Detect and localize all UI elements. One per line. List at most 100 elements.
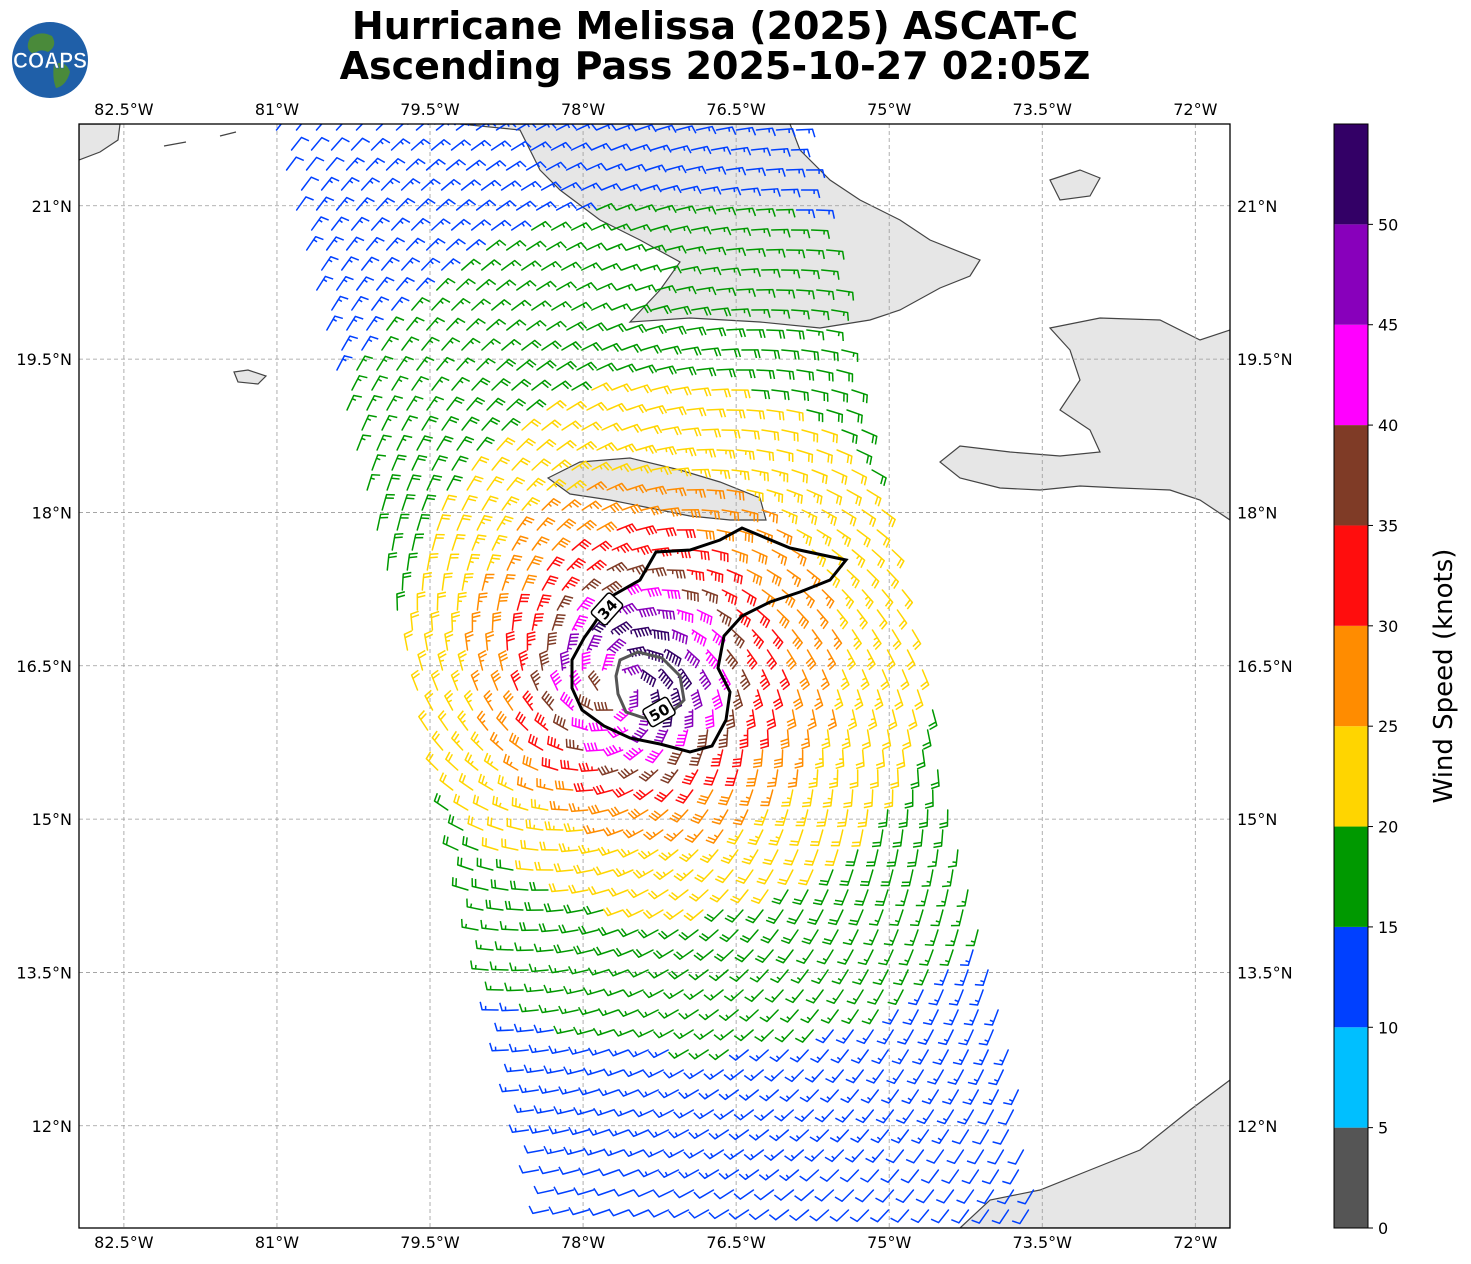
wind-barb-half-feather (414, 319, 419, 324)
wind-barb-feather (427, 494, 437, 497)
wind-barb-half-feather (408, 339, 414, 343)
wind-barb (686, 326, 707, 336)
wind-barb-feather (801, 805, 811, 808)
wind-barb-feather (590, 282, 598, 290)
wind-barb (601, 422, 623, 432)
wind-barb-staff (576, 441, 592, 451)
wind-barb (445, 238, 466, 251)
wind-barb-feather (620, 243, 628, 252)
wind-barb-feather (368, 414, 377, 418)
wind-barb (476, 357, 496, 371)
wind-barb-staff (460, 179, 475, 191)
wind-barb (451, 455, 469, 471)
wind-barb-staff (806, 409, 824, 415)
wind-barb (545, 241, 567, 251)
wind-barb-staff (496, 279, 511, 291)
wind-barb (366, 316, 384, 331)
wind-barb-staff (751, 389, 769, 392)
wind-barb-half-feather (961, 900, 966, 904)
wind-barb-feather (772, 452, 775, 462)
wind-barb-half-feather (398, 378, 403, 383)
wind-barb (561, 420, 582, 431)
wind-barb-feather (625, 143, 632, 152)
wind-barb-half-feather (556, 243, 561, 248)
wind-barb-feather (405, 356, 414, 361)
wind-barb (466, 397, 486, 411)
wind-barb (430, 139, 451, 151)
wind-barb (621, 343, 643, 353)
wind-barb-half-feather (521, 663, 526, 666)
wind-barb (645, 164, 667, 173)
wind-barb (650, 144, 672, 153)
wind-barb-feather (747, 308, 752, 318)
wind-barb-feather (505, 361, 514, 367)
wind-barb-staff (691, 468, 709, 471)
wind-barb-staff (315, 124, 323, 131)
wind-barb-feather (628, 445, 635, 453)
wind-barb-feather (727, 470, 731, 480)
logo-text: COAPS (13, 48, 87, 73)
wind-barb-feather (556, 402, 564, 409)
wind-barb-feather (668, 447, 674, 456)
wind-barb-half-feather (402, 438, 407, 442)
wind-barb-staff (275, 124, 283, 131)
wind-barb (505, 240, 527, 251)
wind-barb-half-feather (847, 291, 850, 296)
wind-barb-staff (505, 240, 521, 251)
wind-barb-feather (767, 390, 771, 400)
wind-barb-staff (486, 397, 499, 411)
wind-barb (461, 258, 482, 271)
wind-barb-feather (575, 261, 582, 270)
wind-barb (461, 337, 481, 351)
wind-barb-staff (516, 438, 530, 451)
wind-barb-half-feather (713, 187, 716, 192)
wind-barb-staff (660, 184, 678, 191)
wind-barb-staff (381, 336, 392, 351)
wind-barb-half-feather (723, 147, 726, 152)
wind-barb-half-feather (440, 221, 445, 225)
wind-barb-staff (476, 436, 488, 451)
wind-barb-staff (755, 127, 774, 131)
wind-barb-half-feather (738, 168, 741, 173)
wind-barb-half-feather (491, 182, 495, 187)
wind-barb-feather (488, 279, 497, 286)
wind-barb-half-feather (693, 267, 696, 272)
wind-barb (800, 189, 821, 199)
wind-barb (731, 469, 750, 481)
wind-barb (815, 209, 836, 219)
wind-barb-staff (561, 420, 577, 431)
wind-barb-feather (706, 146, 712, 155)
wind-barb (460, 179, 482, 191)
wind-barb-half-feather (561, 223, 566, 228)
wind-barb-feather (658, 406, 664, 415)
wind-barb-staff (775, 208, 794, 211)
wind-barb-staff (561, 261, 577, 271)
wind-barb-staff (435, 198, 450, 211)
wind-barb-feather (406, 497, 415, 500)
wind-barb (670, 145, 692, 154)
wind-barb-staff (520, 180, 537, 191)
wind-barb (410, 217, 431, 231)
wind-barb-staff (761, 429, 779, 434)
wind-barb-staff (770, 148, 789, 151)
wind-barb-feather (621, 323, 628, 331)
wind-barb-feather (835, 434, 839, 444)
wind-barb-half-feather (718, 247, 721, 253)
wind-barb-feather (656, 184, 662, 193)
wind-barb-staff (821, 269, 839, 273)
wind-barb-staff (805, 249, 824, 252)
wind-barb-feather (718, 409, 723, 418)
wind-barb-staff (661, 345, 679, 351)
wind-barb (790, 229, 811, 239)
wind-barb-staff (510, 220, 526, 231)
wind-barb-feather (837, 821, 846, 824)
wind-barb (811, 309, 830, 321)
wind-barb-feather (495, 858, 498, 868)
wind-barb-feather (698, 738, 707, 741)
wind-barb-feather (651, 284, 658, 293)
wind-barb-half-feather (470, 340, 475, 345)
wind-barb-feather (831, 210, 836, 219)
globe-logo-icon: COAPS (12, 22, 88, 98)
wind-barb (681, 265, 702, 275)
wind-barb-staff (345, 236, 358, 251)
